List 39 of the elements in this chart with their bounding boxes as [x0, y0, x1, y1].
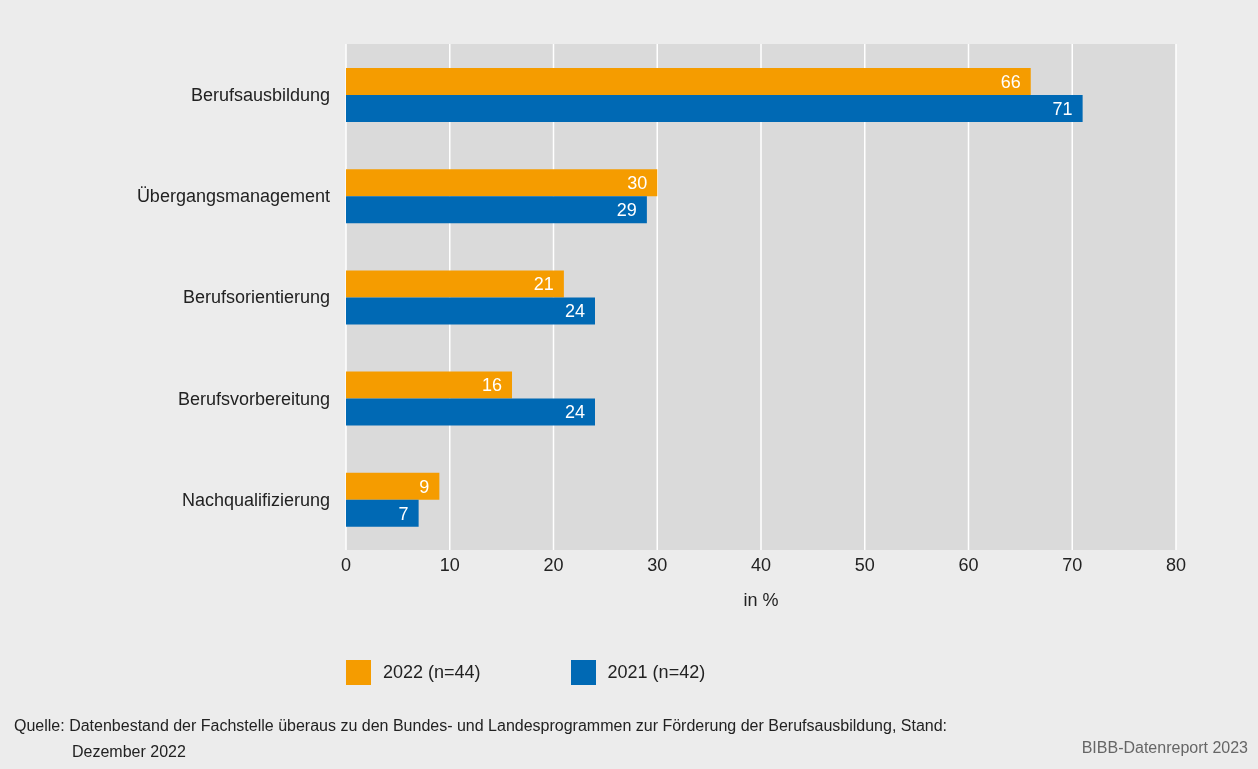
bar [346, 398, 595, 426]
bar [346, 297, 595, 325]
legend-label: 2021 (n=42) [607, 662, 706, 683]
x-tick-label: 30 [647, 554, 668, 575]
x-tick-label: 0 [340, 554, 352, 575]
y-tick-label: Nachqualifizierung [181, 489, 330, 510]
bar [346, 472, 440, 500]
data-label: 71 [1052, 98, 1073, 119]
data-label: 30 [627, 173, 648, 194]
bar [346, 371, 512, 399]
x-tick-label: 60 [958, 554, 979, 575]
x-tick-label: 20 [543, 554, 564, 575]
data-label: 24 [564, 301, 585, 322]
y-tick-label: Berufsvorbereitung [177, 388, 330, 409]
data-label: 66 [1000, 71, 1021, 92]
x-tick-label: 80 [1165, 554, 1187, 575]
source-note: Quelle: Datenbestand der Fachstelle überaus zu den Bundes- und Landesprogrammen zur Förderung der Berufsausbildung, Stand: Dezember 2022 [14, 716, 949, 762]
x-tick-label: 50 [854, 554, 875, 575]
bar [346, 270, 564, 298]
y-tick-label: Übergangsmanagement [136, 186, 330, 207]
y-tick-label: Berufsorientierung [182, 287, 330, 308]
bar [346, 169, 658, 197]
x-tick-label: 70 [1062, 554, 1083, 575]
data-label: 7 [398, 503, 409, 524]
x-tick-label: 40 [750, 554, 772, 575]
bar [346, 95, 1083, 122]
bar [346, 196, 647, 224]
x-tick-label: 10 [439, 554, 460, 575]
data-label: 21 [533, 274, 554, 295]
data-label: 24 [564, 402, 585, 423]
data-label: 9 [419, 476, 430, 497]
bar [346, 499, 419, 527]
legend-label: 2022 (n=44) [383, 662, 481, 683]
bar [346, 68, 1031, 95]
data-label: 16 [481, 375, 502, 396]
y-tick-label: Berufsausbildung [190, 84, 330, 105]
data-label: 29 [616, 200, 637, 221]
x-axis-title: in % [743, 590, 779, 610]
text: BIBB-Datenreport 2023 [1081, 739, 1248, 757]
